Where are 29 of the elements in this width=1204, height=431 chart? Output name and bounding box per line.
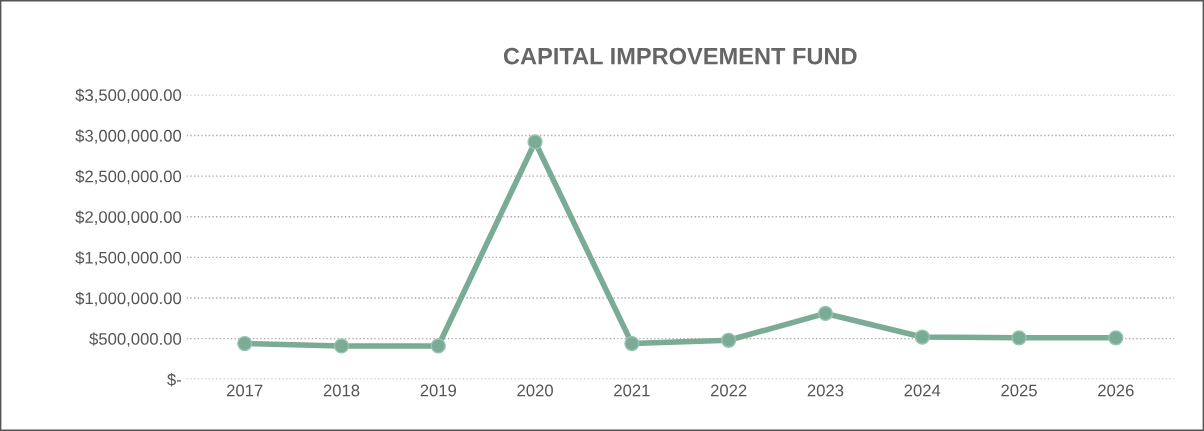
point [1108,330,1124,346]
y-tick-label: $500,000.00 [89,332,182,347]
point [721,332,737,348]
point [624,335,640,352]
x-tick-label: 2024 [904,384,941,397]
x-tick-label: 2020 [517,384,553,397]
point [817,305,834,322]
y-tick-label: $2,500,000.00 [75,169,182,185]
point [430,338,446,354]
x-tick-label: 2026 [1098,384,1134,397]
point [237,335,253,352]
y-tick-label: $2,000,000.00 [75,210,182,225]
y-tick-label: $- [167,372,182,387]
chart-title: CAPITAL IMPROVEMENT FUND [503,47,857,65]
x-tick-label: 2018 [323,384,360,397]
y-tick-label: $3,000,000.00 [75,129,182,144]
y-tick-label: $1,500,000.00 [75,251,182,266]
x-tick-label: 2023 [807,384,844,397]
x-tick-label: 2019 [420,384,457,397]
point [914,329,930,345]
y-tick-label: $1,000,000.00 [75,291,182,307]
x-tick-label: 2021 [614,384,650,397]
point [333,338,350,354]
x-tick-label: 2017 [227,384,263,397]
y-tick-label: $3,500,000.00 [75,88,182,103]
point [1011,330,1027,346]
x-tick-label: 2022 [710,384,747,397]
point [527,134,543,150]
x-tick-label: 2025 [1001,384,1037,397]
